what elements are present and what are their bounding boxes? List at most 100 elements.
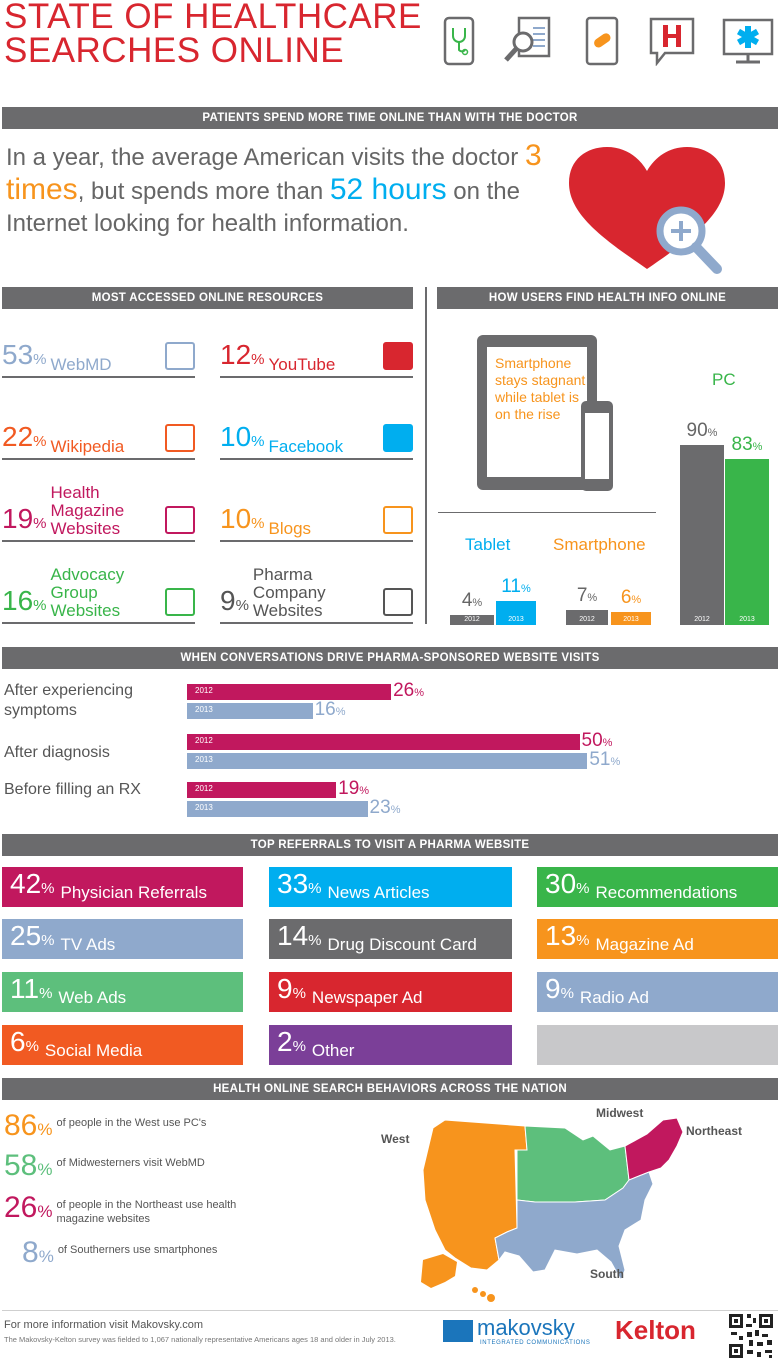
pharma-bar-year: 2012	[195, 736, 213, 745]
referral-tile: 25% TV Ads	[2, 919, 243, 959]
regional-stat: 8% of Southerners use smartphones	[22, 1237, 217, 1273]
tablet-pill-icon	[585, 16, 619, 66]
referral-percent: 9%	[545, 973, 574, 1004]
resource-label: Pharma Company Websites	[252, 565, 326, 620]
pharma-bar-value: 16%	[314, 699, 346, 720]
referral-percent: 25%	[10, 920, 55, 951]
region-label-west: West	[381, 1132, 410, 1146]
percent-symbol: %	[631, 593, 642, 606]
vertical-divider	[425, 287, 427, 624]
percent-symbol: %	[520, 582, 531, 595]
percent-symbol: %	[33, 433, 47, 450]
stat-percent: 8%	[22, 1236, 54, 1269]
resource-percent: 22%	[2, 421, 47, 452]
referral-label: TV Ads	[60, 935, 116, 954]
pc-label: PC	[712, 370, 736, 389]
star-of-life-icon	[383, 588, 413, 616]
pharma-bar-2013: 2013	[187, 703, 313, 719]
percent-symbol: %	[335, 706, 346, 718]
stat-text: of Midwesterners visit WebMD	[56, 1157, 205, 1169]
region-label-northeast: Northeast	[686, 1124, 743, 1138]
pharma-bar-2012: 2012	[187, 684, 392, 700]
pharma-bar-year: 2012	[195, 686, 213, 695]
percent-symbol: %	[25, 1038, 39, 1055]
percent-symbol: %	[251, 351, 265, 368]
referral-label: Magazine Ad	[595, 935, 694, 954]
pharma-bar-value: 26%	[393, 680, 425, 701]
referral-percent: 6%	[10, 1026, 39, 1057]
footer-survey-note: The Makovsky-Kelton survey was fielded t…	[4, 1335, 396, 1344]
tablet-label: Tablet	[465, 535, 511, 554]
kelton-logo: Kelton	[615, 1315, 696, 1345]
internet-hours-highlight: 52 hours	[329, 173, 447, 206]
percent-symbol: %	[33, 597, 47, 614]
pharma-category-label: After diagnosis	[4, 744, 110, 761]
magnifier-document-icon	[504, 16, 551, 62]
heart-magnifier-icon	[569, 147, 725, 274]
referral-percent: 2%	[277, 1026, 306, 1057]
percent-symbol: %	[610, 756, 621, 768]
resource-label: Advocacy Group Websites	[50, 565, 125, 620]
percent-symbol: %	[33, 515, 47, 532]
referral-percent: 42%	[10, 868, 55, 899]
pharma-bar-2013: 2013	[187, 753, 588, 769]
page-title: STATE OF HEALTHCARE SEARCHES ONLINE	[4, 0, 422, 70]
percent-symbol: %	[359, 785, 370, 797]
percent-symbol: %	[251, 433, 265, 450]
percent-symbol: %	[560, 985, 574, 1002]
resource-percent: 12%	[220, 339, 265, 370]
referral-label: Web Ads	[58, 988, 127, 1007]
device-bar-tablet-2013	[496, 600, 536, 625]
referral-percent: 13%	[545, 920, 590, 951]
referral-tile: 11% Web Ads	[2, 972, 243, 1012]
section-header-devices: HOW USERS FIND HEALTH INFO ONLINE	[437, 287, 778, 309]
device-bar-value: 83%	[731, 434, 763, 455]
tablet-phone-illustration	[477, 335, 613, 491]
intro-text: In a year, the average American visits t…	[6, 139, 542, 238]
device-bar-value: 7%	[576, 584, 598, 606]
percent-symbol: %	[251, 515, 265, 532]
resource-label: Wikipedia	[50, 437, 125, 456]
referral-label: News Articles	[327, 883, 430, 902]
referral-label: Newspaper Ad	[311, 988, 423, 1007]
phone-stethoscope-icon	[443, 16, 475, 66]
pharma-bar-value: 50%	[581, 730, 613, 751]
monitor-medical-icon	[722, 18, 774, 64]
referral-label: Social Media	[44, 1041, 143, 1060]
referral-percent: 30%	[545, 868, 590, 899]
device-bar-smartphone-2012	[566, 609, 608, 625]
resource-item: 12% YouTube	[220, 330, 413, 378]
stat-percent: 26%	[4, 1191, 53, 1224]
stat-text: of Southerners use smartphones	[57, 1244, 218, 1256]
pharma-category-label: Before filling an RX	[4, 781, 141, 798]
resource-percent: 9%	[220, 585, 249, 616]
referral-tile: 13% Magazine Ad	[537, 919, 778, 959]
pharma-bar-year: 2013	[195, 803, 213, 812]
section-header-referrals: TOP REFERRALS TO VISIT A PHARMA WEBSITE	[2, 834, 778, 856]
device-callout: Smartphone stays stagnant while tablet i…	[495, 355, 586, 422]
wikipedia-tablet-icon	[165, 424, 195, 452]
regional-stat: 86% of people in the West use PC's	[4, 1110, 206, 1146]
device-bar-year: 2013	[623, 616, 639, 623]
pharma-category-label: After experiencing symptoms	[4, 682, 133, 719]
percent-symbol: %	[472, 597, 483, 609]
stat-text: of people in the West use PC's	[56, 1117, 207, 1129]
referral-percent: 14%	[277, 920, 322, 951]
percent-symbol: %	[37, 1120, 53, 1139]
referral-tile	[537, 1025, 778, 1065]
pharma-bar-2012: 2012	[187, 734, 580, 750]
percent-symbol: %	[707, 427, 718, 439]
percent-symbol: %	[235, 597, 249, 614]
speech-bubbles-icon	[383, 506, 413, 534]
qr-code-icon[interactable]	[727, 1312, 775, 1360]
referral-percent: 9%	[277, 973, 306, 1004]
regional-stat: 58% of Midwesterners visit WebMD	[4, 1150, 205, 1186]
hospital-speech-icon	[649, 17, 695, 66]
smartphone-label: Smartphone	[553, 535, 646, 554]
section-header-nation: HEALTH ONLINE SEARCH BEHAVIORS ACROSS TH…	[2, 1078, 778, 1100]
referral-label: Drug Discount Card	[327, 935, 477, 954]
percent-symbol: %	[414, 687, 425, 699]
device-bar-year: 2013	[739, 616, 755, 623]
device-bar-year: 2012	[579, 616, 595, 623]
percent-symbol: %	[587, 591, 598, 604]
